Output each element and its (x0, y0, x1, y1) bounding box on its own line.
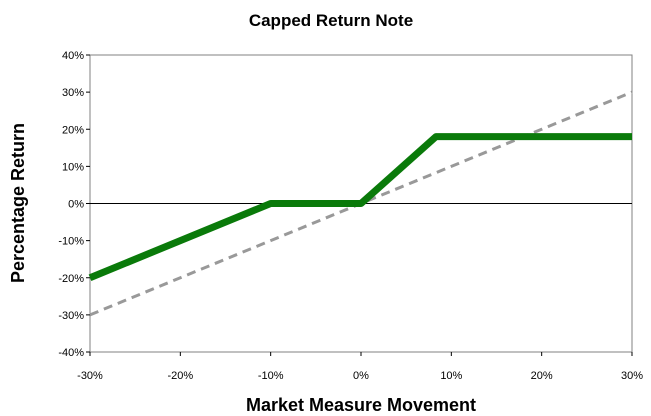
y-tick-label: -30% (58, 310, 84, 322)
y-tick-label: 0% (68, 199, 84, 211)
x-axis-ticks: -30% -20% -10% 0% 10% 20% 30% (77, 352, 643, 382)
x-tick-label: -20% (167, 370, 193, 382)
y-tick-label: -40% (58, 347, 84, 359)
y-tick-label: 10% (62, 161, 84, 173)
y-tick-label: -10% (58, 236, 84, 248)
y-tick-label: -20% (58, 273, 84, 285)
series-capped-return-line (88, 133, 632, 281)
x-tick-label: 0% (353, 370, 369, 382)
chart-title: Capped Return Note (249, 11, 413, 30)
y-tick-label: 40% (62, 50, 84, 62)
x-tick-label: -30% (77, 370, 103, 382)
y-tick-label: 20% (62, 124, 84, 136)
x-axis-label: Market Measure Movement (246, 395, 476, 415)
y-axis-ticks: 40% 30% 20% 10% 0% -10% -20% -30% -40% (58, 50, 90, 359)
x-tick-label: -10% (258, 370, 284, 382)
x-tick-label: 20% (531, 370, 553, 382)
x-tick-label: 10% (440, 370, 462, 382)
x-tick-label: 30% (621, 370, 643, 382)
y-tick-label: 30% (62, 87, 84, 99)
y-axis-label: Percentage Return (8, 123, 28, 283)
